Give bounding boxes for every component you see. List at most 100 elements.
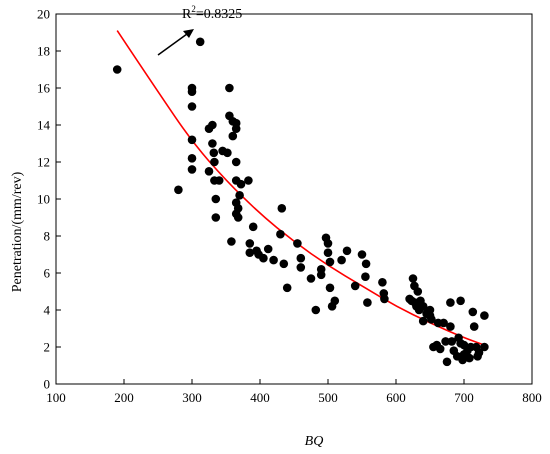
data-point [263,244,273,254]
data-point [325,283,335,293]
y-tick-label: 0 [44,377,51,392]
y-tick-label: 12 [37,155,50,170]
data-point [208,120,217,130]
data-point [187,165,197,174]
x-tick-label: 100 [46,390,66,405]
data-point [361,259,371,269]
fit-curve-line [116,30,485,346]
data-point [244,176,253,185]
data-point [282,283,292,293]
data-point [231,157,241,167]
data-point [435,344,445,354]
data-point [225,83,234,93]
data-point [418,316,428,326]
data-point [277,204,287,213]
x-axis-title: BQ [305,434,324,449]
data-point [342,246,352,256]
data-point [357,250,367,259]
r-squared-r: R [182,7,192,22]
data-point [325,257,335,267]
data-point [447,337,457,346]
y-tick-label: 14 [37,118,51,133]
data-point [208,139,217,148]
x-tick-label: 300 [182,390,202,405]
data-point [418,302,428,311]
data-point [296,263,306,272]
data-point [245,239,255,248]
data-point [245,248,255,257]
data-point [378,278,387,287]
data-point [204,167,214,176]
data-point [187,135,197,145]
data-point [316,270,326,280]
r-squared-value: =0.8325 [196,7,242,22]
data-point [187,87,197,96]
r-squared-label: R2=0.8325 [182,4,242,22]
data-point [441,337,450,346]
data-point [446,322,455,331]
data-point [361,272,370,282]
data-point [259,253,268,263]
data-point [446,298,455,307]
data-points-layer [112,37,489,367]
data-point [408,274,418,283]
y-tick-label: 20 [37,7,50,22]
data-point [293,239,302,248]
y-axis-title: Penetration/(mm/rev) [10,171,25,292]
data-point [211,194,221,204]
data-point [480,342,489,352]
data-point [465,353,474,363]
data-point [306,274,316,283]
x-tick-label: 800 [522,390,542,405]
data-point [187,154,197,163]
data-point [468,307,478,317]
y-tick-label: 2 [44,340,51,355]
axes: 100 200 300 400 500 600 700 800 0 2 4 6 8 10 12 14 16 18 2… [37,7,542,406]
data-point [480,311,489,320]
y-tick-label: 16 [37,81,51,96]
data-point [380,294,389,304]
data-point [187,102,197,111]
data-point [211,213,221,222]
data-point [474,348,484,357]
data-point [469,322,479,331]
data-point [323,239,333,248]
data-point [235,191,244,200]
data-point [214,176,224,185]
plot-frame [55,13,533,385]
data-point [442,357,452,367]
data-point [112,65,122,74]
data-point [269,255,278,265]
fit-curve-layer [116,30,485,346]
data-point [439,318,448,328]
y-tick-label: 4 [44,303,51,318]
data-point [227,237,236,246]
y-tick-label: 6 [44,266,51,281]
data-point [337,255,346,265]
x-tick-label: 600 [386,390,406,405]
y-tick-label: 18 [37,44,50,59]
x-tick-label: 500 [318,390,338,405]
annotation-arrow-shaft [157,33,188,56]
data-point [311,305,321,315]
data-point [427,315,436,324]
data-point [456,296,465,306]
data-point [195,37,205,47]
data-point [228,131,238,141]
data-point [231,124,241,133]
data-point [279,259,289,269]
data-point [413,287,423,296]
data-point [350,281,360,291]
data-point [236,179,246,189]
x-tick-label: 200 [114,390,134,405]
annotation-arrow-head [183,29,194,38]
data-point [210,157,219,167]
y-tick-label: 8 [44,229,51,244]
r-squared-sup: 2 [191,4,196,14]
y-tick-label: 10 [37,192,50,207]
data-point [233,213,243,222]
x-tick-label: 700 [454,390,474,405]
x-tick-label: 400 [250,390,270,405]
data-point [323,248,333,257]
